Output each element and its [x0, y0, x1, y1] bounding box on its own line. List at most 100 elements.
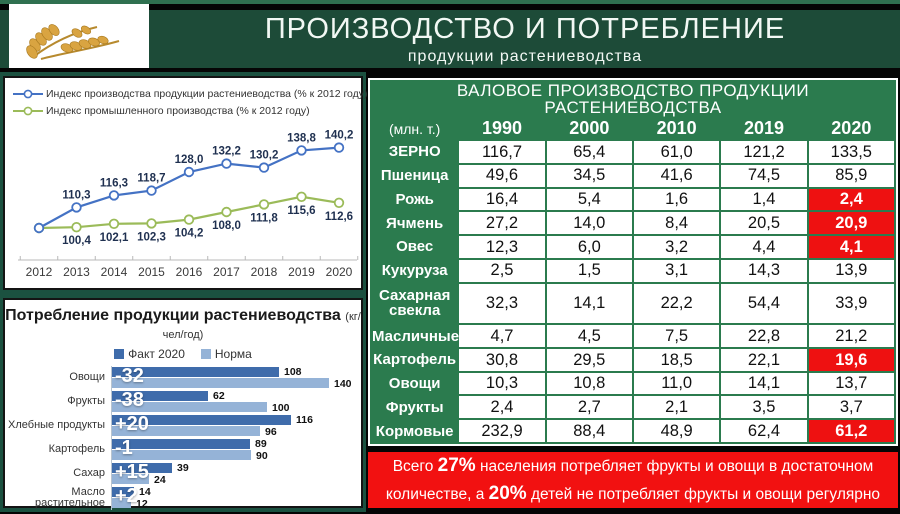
- table-year-header: 2010: [633, 118, 720, 139]
- table-cell: 11,0: [633, 372, 720, 395]
- table-row-label: Кукуруза: [372, 259, 458, 282]
- legend-item: Индекс промышленного производства (% к 2…: [13, 102, 368, 119]
- table-row-label: Овес: [372, 236, 458, 258]
- table-cell: 7,5: [633, 325, 720, 347]
- table-cell: 4,5: [546, 325, 632, 347]
- svg-text:2017: 2017: [213, 265, 240, 279]
- norm-value: 90: [256, 449, 268, 462]
- svg-text:111,8: 111,8: [250, 212, 278, 224]
- logo-box: [9, 4, 149, 68]
- bar-category-label: Масло растительное: [34, 485, 105, 509]
- bar-chart-title-text: Потребление продукции растениеводства: [5, 307, 341, 324]
- norm-bar: [112, 449, 251, 460]
- svg-text:132,2: 132,2: [212, 146, 241, 158]
- table-unit-label: (млн. т.): [372, 118, 458, 139]
- fact-value: 39: [177, 461, 189, 474]
- table-cell: 14,1: [546, 283, 632, 324]
- table-cell: 85,9: [808, 164, 894, 187]
- bar-chart-legend: Факт 2020 Норма: [5, 347, 361, 362]
- table-row: Сахарная свекла 32,3 14,1 22,2 54,4 33,9: [372, 283, 894, 324]
- bar-chart-title: Потребление продукции растениеводства (к…: [5, 307, 361, 344]
- table-cell: 30,8: [459, 348, 545, 371]
- table-cell: 34,5: [546, 164, 632, 187]
- page-title: ПРОИЗВОДСТВО И ПОТРЕБЛЕНИЕ: [264, 13, 786, 45]
- diff-label: -1: [115, 436, 133, 459]
- bar-legend-item: Факт 2020: [114, 347, 185, 362]
- bar-category-label: Фрукты: [67, 395, 105, 408]
- bar-row: Овощи 108 140 -32: [5, 365, 361, 390]
- table-cell: 1,5: [546, 259, 632, 282]
- legend-item: Индекс производства продукции растениево…: [13, 85, 368, 102]
- table-row-label: Картофель: [372, 348, 458, 371]
- fact-value: 89: [255, 437, 267, 450]
- gross-production-table: ВАЛОВОЕ ПРОИЗВОДСТВО ПРОДУКЦИИ РАСТЕНИЕВ…: [370, 80, 896, 444]
- table-cell: 49,6: [459, 164, 545, 187]
- svg-text:130,2: 130,2: [250, 150, 279, 162]
- table-row-label: Кормовые: [372, 420, 458, 442]
- table-cell: 133,5: [808, 141, 894, 163]
- diff-label: +20: [115, 412, 149, 435]
- table-row: Пшеница 49,6 34,5 41,6 74,5 85,9: [372, 164, 894, 187]
- norm-bar: [112, 425, 260, 436]
- svg-text:2013: 2013: [63, 265, 90, 279]
- table-cell: 12,3: [459, 236, 545, 258]
- table-row: Овощи 10,3 10,8 11,0 14,1 13,7: [372, 372, 894, 395]
- svg-text:2012: 2012: [26, 265, 53, 279]
- fact-bar: [112, 486, 134, 497]
- svg-text:110,3: 110,3: [62, 189, 90, 201]
- svg-text:100,4: 100,4: [62, 235, 91, 247]
- norm-value: 12: [136, 497, 148, 510]
- table-row-label: Масличные: [372, 325, 459, 347]
- diff-label: +15: [115, 460, 149, 483]
- top-accent-strip: [0, 0, 900, 4]
- banner-text-segment: населения потребляет фрукты и овощи в до…: [385, 457, 874, 504]
- table-cell: 2,1: [633, 396, 720, 419]
- table-cell: 41,6: [633, 164, 720, 187]
- svg-text:2015: 2015: [138, 265, 165, 279]
- banner-highlight: 27%: [437, 454, 476, 476]
- table-cell: 20,9: [808, 212, 894, 235]
- table-cell: 21,2: [808, 325, 894, 347]
- bar-category-label: Картофель: [48, 443, 105, 456]
- norm-value: 100: [272, 401, 290, 414]
- table-cell: 116,7: [459, 141, 545, 163]
- table-cell: 29,5: [546, 348, 632, 371]
- fact-bar: [112, 414, 291, 425]
- bar-pair: 89 90 -1: [111, 436, 361, 462]
- norm-bar: [112, 377, 329, 388]
- table-row-label: ЗЕРНО: [372, 141, 458, 163]
- norm-value: 96: [265, 425, 277, 438]
- table-cell: 22,2: [633, 283, 720, 324]
- bar-chart-rows: Овощи 108 140 -32 Фрукты 62 100 -38 Хлебные прод…: [5, 365, 361, 510]
- table-cell: 18,5: [633, 348, 720, 371]
- fact-bar: [112, 390, 208, 401]
- svg-text:2018: 2018: [251, 265, 278, 279]
- table-row-label: Фрукты: [372, 396, 458, 419]
- table-cell: 2,4: [459, 396, 545, 419]
- table-cell: 88,4: [546, 420, 632, 442]
- svg-text:2020: 2020: [326, 265, 353, 279]
- header-band: [0, 10, 900, 68]
- left-column: Индекс производства продукции растениево…: [0, 72, 368, 512]
- wheat-icon: [19, 5, 139, 68]
- table-cell: 19,6: [808, 348, 894, 371]
- diff-label: +2: [115, 484, 138, 507]
- table-cell: 16,4: [459, 188, 545, 211]
- table-cell: 2,7: [546, 396, 632, 419]
- line-chart: 2012 2013 2014 2015 2016 2017 2018 2019 2020 100,…: [18, 130, 359, 279]
- svg-text:2014: 2014: [101, 265, 128, 279]
- production-index-line-chart-panel: Индекс производства продукции растениево…: [3, 76, 368, 290]
- svg-text:108,0: 108,0: [212, 220, 241, 232]
- table-cell: 3,5: [721, 396, 807, 419]
- bar-chart-title-unit: (кг/чел/год): [162, 311, 361, 342]
- table-cell: 74,5: [721, 164, 807, 187]
- svg-text:116,3: 116,3: [100, 177, 128, 189]
- warning-banner: Всего 27% населения потребляет фрукты и …: [368, 452, 898, 508]
- consumption-bar-chart-panel: Потребление продукции растениеводства (к…: [3, 298, 363, 510]
- table-cell: 14,3: [721, 259, 807, 282]
- table-cell: 62,4: [721, 420, 807, 442]
- norm-value: 140: [334, 377, 352, 390]
- bar-row: Картофель 89 90 -1: [5, 436, 361, 462]
- table-row-label: Рожь: [372, 188, 458, 211]
- norm-value: 24: [154, 473, 166, 486]
